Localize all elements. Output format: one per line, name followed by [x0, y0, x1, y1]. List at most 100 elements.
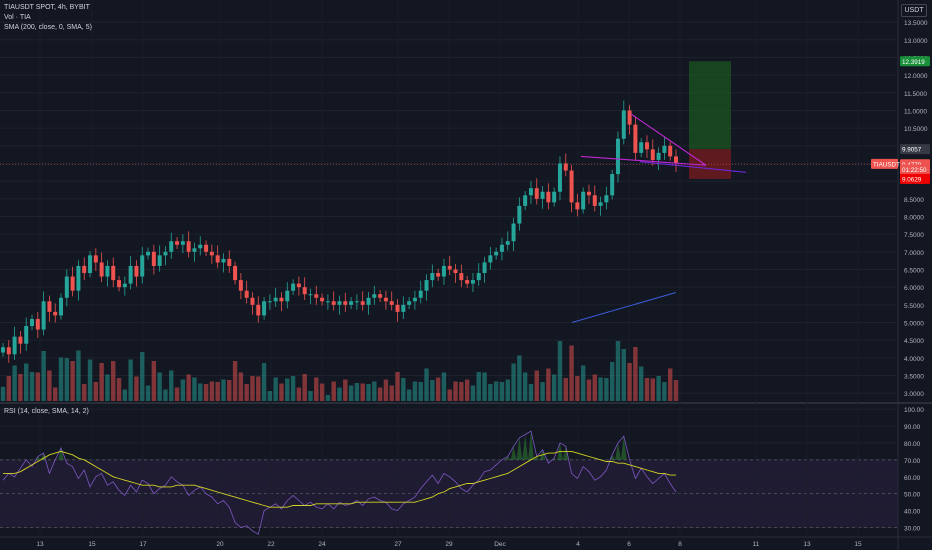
time-tick-label: Dec	[494, 541, 506, 548]
volume-bar	[140, 352, 145, 401]
price-tick-label: 8.5000	[904, 197, 924, 204]
volume-bar	[244, 384, 249, 401]
volume-bar	[122, 389, 128, 401]
candle-body	[227, 258, 232, 266]
volume-bar	[267, 391, 273, 401]
rsi-tick-label: 70.00	[904, 458, 921, 465]
candle-body	[656, 152, 661, 160]
candle-body	[511, 223, 516, 242]
candle-body	[499, 244, 504, 252]
volume-bar	[586, 379, 592, 401]
rsi-tick-label: 100.00	[904, 407, 924, 414]
time-axis[interactable]: 13 15 17 20 22 24 27 29 Dec 4 6 8 11 13 15	[36, 541, 862, 548]
candle-body	[534, 188, 539, 199]
sma-legend[interactable]: SMA (200, close, 0, SMA, 5)	[4, 24, 92, 31]
volume-bar	[24, 363, 29, 401]
price-label-box	[900, 173, 930, 184]
candle-body	[262, 301, 267, 316]
volume-bar	[47, 370, 52, 401]
candle-body	[407, 301, 412, 305]
rsi-legend[interactable]: RSI (14, close, SMA, 14, 2)	[4, 408, 89, 415]
volume-bar	[0, 386, 6, 401]
candle-body	[586, 191, 591, 196]
candle-body	[250, 297, 255, 305]
candle-body	[476, 273, 481, 281]
price-label: 12.3919	[902, 59, 925, 66]
candle-body	[279, 297, 284, 302]
candle-body	[267, 301, 272, 303]
candle-body	[233, 265, 238, 281]
drawings[interactable]	[571, 113, 747, 323]
candle-body	[459, 273, 464, 281]
candle-body	[528, 188, 533, 196]
time-tick-label: 24	[318, 541, 326, 548]
rsi-tick-label: 90.00	[904, 424, 921, 431]
candle-body	[552, 191, 557, 203]
volume-bar	[105, 374, 110, 401]
time-tick-label: 17	[139, 541, 147, 548]
volume-bar	[64, 358, 70, 401]
candle-body	[401, 304, 406, 312]
candle-body	[163, 251, 168, 256]
volume-bar	[383, 379, 389, 401]
volume-bar	[673, 380, 679, 401]
price-tick-label: 5.0000	[904, 320, 924, 327]
volume-bar	[99, 363, 104, 401]
candle-body	[256, 304, 261, 316]
volume-bar	[18, 374, 23, 401]
candle-body	[70, 276, 75, 291]
volume-bar	[534, 370, 539, 401]
candle-body	[111, 265, 116, 281]
volume-bar	[557, 341, 563, 401]
candle-body	[436, 273, 441, 277]
price-tick-label: 6.5000	[904, 267, 924, 274]
volume-bar	[134, 376, 139, 401]
candle-body	[441, 265, 446, 277]
volume-bar	[192, 377, 197, 401]
breakout-line	[639, 161, 747, 173]
volume-bar	[580, 365, 586, 401]
rsi-line	[2, 430, 677, 535]
price-tick-label: 13.0000	[904, 38, 928, 45]
candlesticks[interactable]	[1, 100, 678, 363]
target-zone	[689, 61, 731, 150]
volume-bar	[261, 363, 267, 401]
price-label: TIAUSDT	[873, 161, 900, 168]
symbol-title[interactable]: TIAUSDT SPOT, 4h, BYBIT	[4, 4, 90, 11]
volume-bar	[302, 374, 307, 401]
candle-body	[430, 273, 435, 281]
volume-bar	[459, 382, 464, 401]
candle-body	[575, 202, 580, 210]
time-tick-label: 15	[854, 541, 862, 548]
price-axis[interactable]: 13.500013.000012.500012.000011.500011.00…	[871, 20, 930, 533]
candle-body	[314, 294, 319, 298]
candle-body	[88, 255, 93, 274]
volume-bar	[406, 389, 412, 401]
volume-bar	[111, 361, 116, 401]
volume-bar	[221, 379, 226, 401]
candle-body	[244, 290, 249, 298]
volume-legend[interactable]: Vol · TIA	[4, 14, 31, 21]
time-tick-label: 13	[36, 541, 44, 548]
candle-body	[389, 301, 394, 305]
volume-bar	[348, 385, 354, 401]
volume-bar	[232, 361, 238, 401]
volume-bar	[667, 368, 673, 401]
volume-bar	[163, 389, 168, 401]
triangle-upper-line	[630, 113, 707, 166]
currency-button[interactable]: USDT	[901, 4, 927, 17]
position-tool[interactable]	[0, 61, 898, 179]
rsi-pane[interactable]	[2, 430, 677, 535]
candle-body	[621, 110, 626, 139]
volume-bar	[453, 381, 458, 401]
volume-bar	[41, 351, 46, 401]
candle-body	[424, 280, 429, 291]
candle-body	[24, 326, 29, 344]
candle-body	[668, 145, 673, 157]
volume-bar	[650, 378, 655, 401]
candle-body	[35, 318, 40, 330]
volume-bar	[482, 372, 487, 401]
